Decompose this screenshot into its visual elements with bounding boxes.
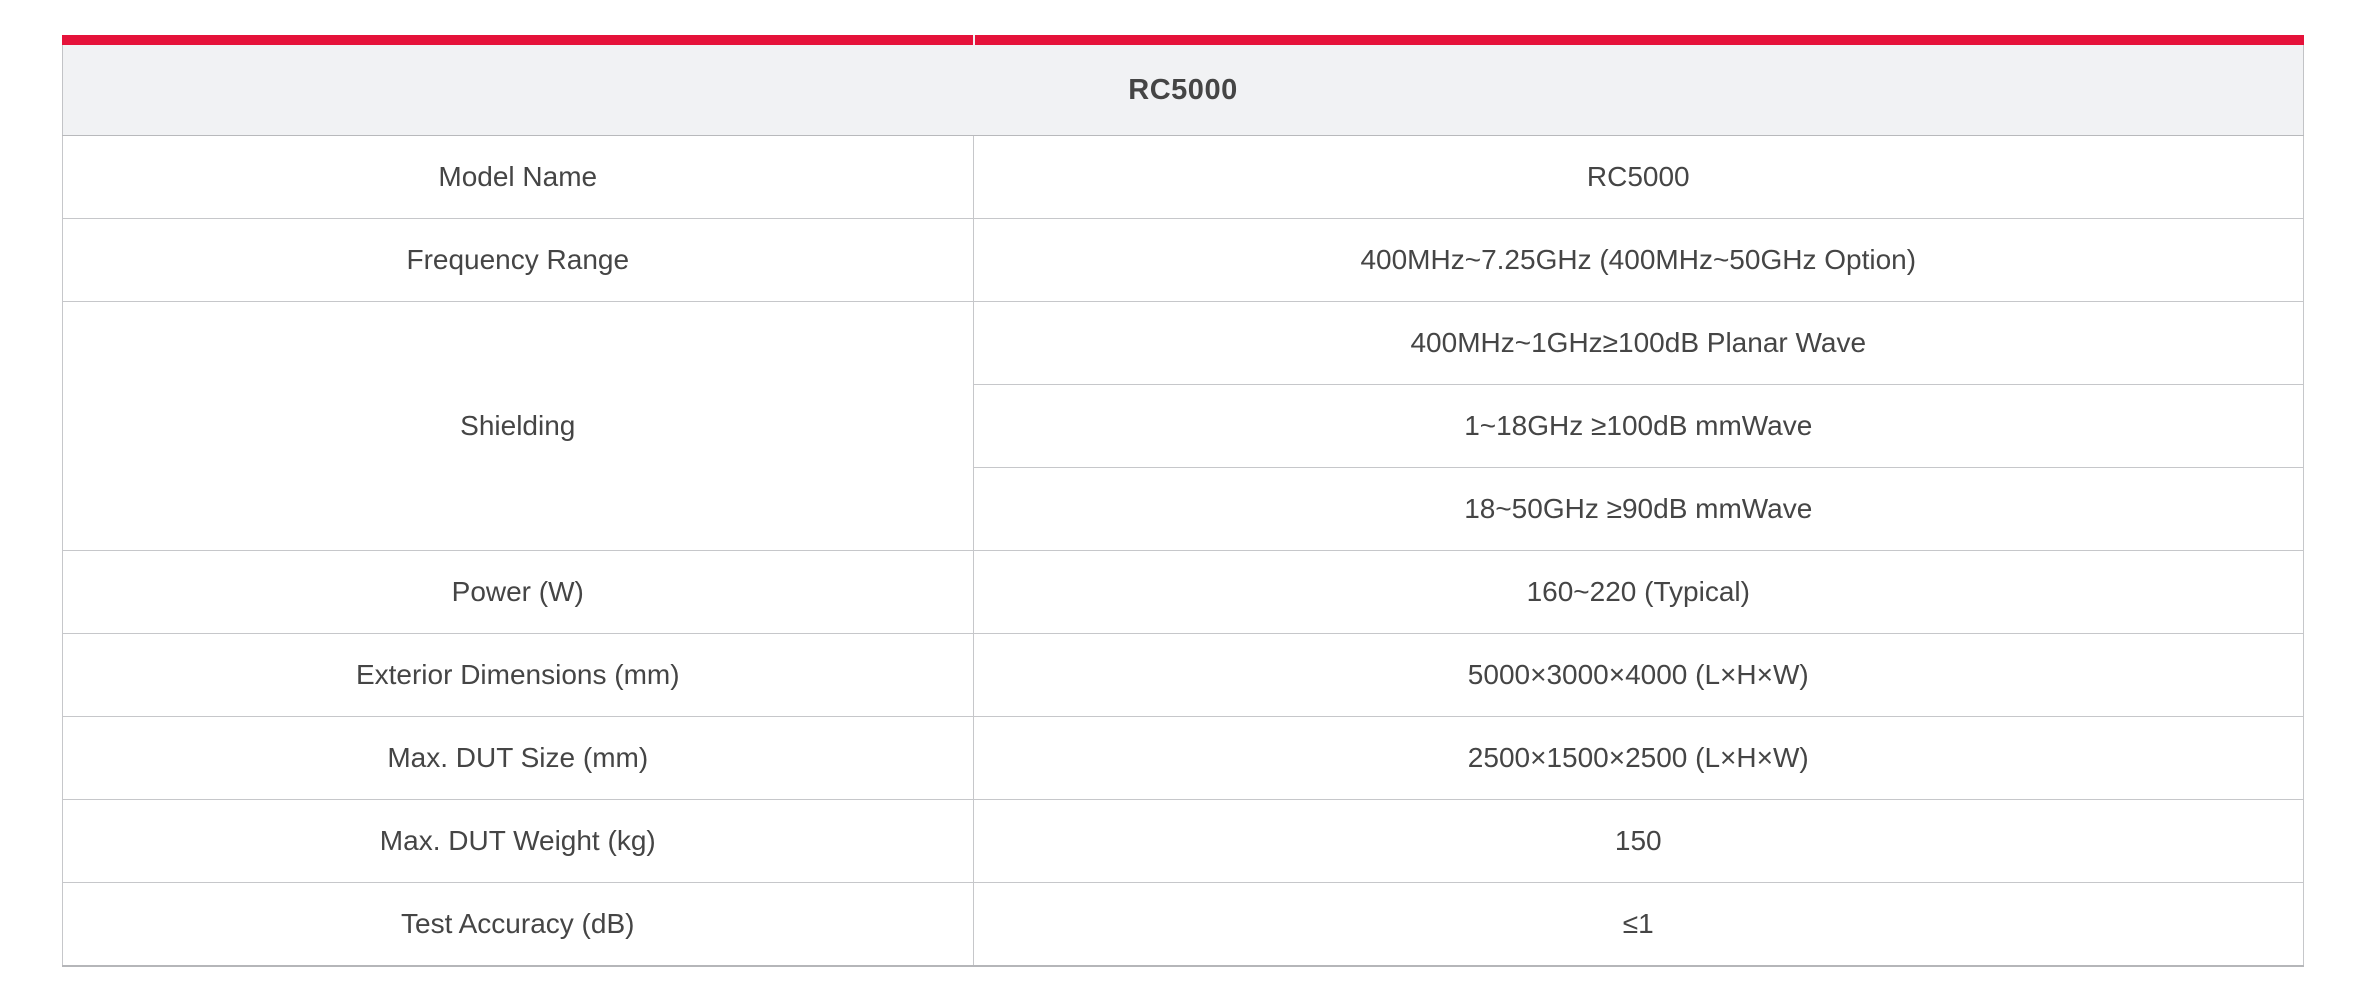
table-row: Test Accuracy (dB) ≤1 xyxy=(62,882,2305,967)
accent-bar-left-segment xyxy=(62,35,973,45)
table-row: Max. DUT Size (mm) 2500×1500×2500 (L×H×W… xyxy=(62,716,2305,800)
table-row: 18~50GHz ≥90dB mmWave xyxy=(63,467,2305,551)
title-row: RC5000 xyxy=(62,45,2304,136)
table-row: Model Name RC5000 xyxy=(62,135,2305,219)
row-label: Model Name xyxy=(62,135,974,219)
table-row: Power (W) 160~220 (Typical) xyxy=(62,550,2305,634)
row-value: ≤1 xyxy=(972,882,2305,967)
row-label: Exterior Dimensions (mm) xyxy=(62,633,974,717)
row-value: 400MHz~7.25GHz (400MHz~50GHz Option) xyxy=(972,218,2305,302)
table-row: Max. DUT Weight (kg) 150 xyxy=(62,799,2305,883)
row-value: 18~50GHz ≥90dB mmWave xyxy=(972,467,2305,551)
row-value: 400MHz~1GHz≥100dB Planar Wave xyxy=(972,301,2305,385)
spec-table-section: RC5000 Model Name RC5000 Frequency Range… xyxy=(62,35,2305,967)
row-label: Power (W) xyxy=(62,550,974,634)
row-value: 5000×3000×4000 (L×H×W) xyxy=(972,633,2305,717)
table-row: Shielding 400MHz~1GHz≥100dB Planar Wave xyxy=(62,301,2305,551)
table-row: 1~18GHz ≥100dB mmWave xyxy=(63,384,2305,468)
row-value: 150 xyxy=(972,799,2305,883)
row-label: Test Accuracy (dB) xyxy=(62,882,974,967)
table-row: Frequency Range 400MHz~7.25GHz (400MHz~5… xyxy=(62,218,2305,302)
row-label: Frequency Range xyxy=(62,218,974,302)
row-label: Max. DUT Weight (kg) xyxy=(62,799,974,883)
accent-bar xyxy=(62,35,2304,45)
row-value: 160~220 (Typical) xyxy=(972,550,2305,634)
row-value: 2500×1500×2500 (L×H×W) xyxy=(972,716,2305,800)
row-label: Max. DUT Size (mm) xyxy=(62,716,974,800)
accent-bar-right-segment xyxy=(974,35,2304,45)
row-value: RC5000 xyxy=(972,135,2305,219)
accent-bar-seam xyxy=(972,35,975,45)
table-title: RC5000 xyxy=(62,45,2304,136)
row-value: 1~18GHz ≥100dB mmWave xyxy=(972,384,2305,468)
spec-table: RC5000 Model Name RC5000 Frequency Range… xyxy=(62,45,2305,967)
row-label: Shielding xyxy=(62,301,974,551)
table-row: Exterior Dimensions (mm) 5000×3000×4000 … xyxy=(62,633,2305,717)
